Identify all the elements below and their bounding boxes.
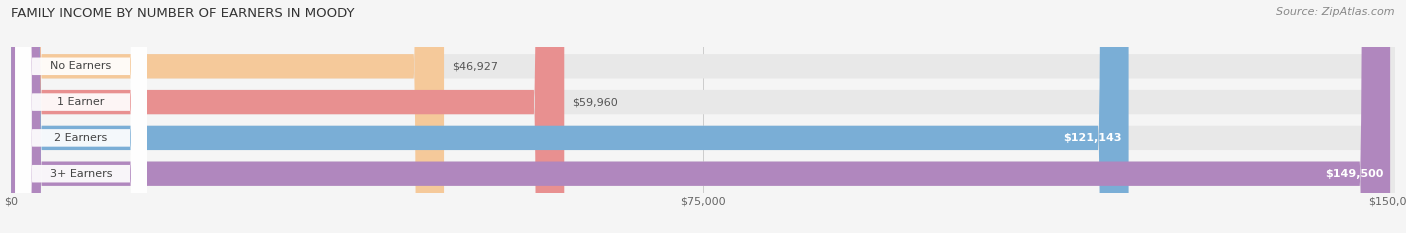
- Text: No Earners: No Earners: [51, 61, 111, 71]
- Text: $59,960: $59,960: [572, 97, 619, 107]
- FancyBboxPatch shape: [11, 0, 564, 233]
- FancyBboxPatch shape: [15, 0, 146, 233]
- Text: FAMILY INCOME BY NUMBER OF EARNERS IN MOODY: FAMILY INCOME BY NUMBER OF EARNERS IN MO…: [11, 7, 354, 20]
- FancyBboxPatch shape: [11, 0, 1395, 233]
- FancyBboxPatch shape: [11, 0, 1395, 233]
- Text: 2 Earners: 2 Earners: [55, 133, 108, 143]
- FancyBboxPatch shape: [11, 0, 1395, 233]
- Text: 1 Earner: 1 Earner: [58, 97, 105, 107]
- Text: $121,143: $121,143: [1063, 133, 1122, 143]
- FancyBboxPatch shape: [15, 0, 146, 233]
- Text: $46,927: $46,927: [453, 61, 498, 71]
- FancyBboxPatch shape: [11, 0, 1391, 233]
- Text: $149,500: $149,500: [1324, 169, 1384, 179]
- Text: Source: ZipAtlas.com: Source: ZipAtlas.com: [1277, 7, 1395, 17]
- FancyBboxPatch shape: [11, 0, 1129, 233]
- Text: 3+ Earners: 3+ Earners: [49, 169, 112, 179]
- FancyBboxPatch shape: [15, 0, 146, 233]
- FancyBboxPatch shape: [11, 0, 444, 233]
- FancyBboxPatch shape: [15, 0, 146, 233]
- FancyBboxPatch shape: [11, 0, 1395, 233]
